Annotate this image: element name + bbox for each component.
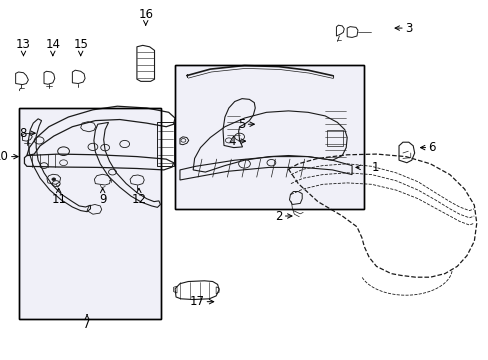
Text: 15: 15 (73, 39, 88, 51)
Text: 5: 5 (238, 118, 245, 131)
Text: 12: 12 (131, 193, 146, 206)
Circle shape (52, 178, 56, 181)
Text: 1: 1 (371, 161, 378, 174)
Bar (174, 65, 364, 209)
Text: 10: 10 (0, 150, 9, 163)
Bar (19, 108, 161, 319)
Bar (19, 108, 161, 319)
Text: 2: 2 (275, 210, 282, 222)
Text: 4: 4 (228, 135, 236, 148)
Text: 16: 16 (138, 8, 153, 21)
Text: 3: 3 (404, 22, 411, 35)
Text: 9: 9 (99, 193, 106, 206)
Text: 6: 6 (427, 141, 435, 154)
Text: 13: 13 (16, 39, 31, 51)
Text: 14: 14 (45, 39, 60, 51)
Bar (174, 65, 364, 209)
Text: 11: 11 (51, 193, 66, 206)
Text: 17: 17 (189, 295, 204, 308)
Text: 8: 8 (20, 127, 27, 140)
Text: 7: 7 (83, 318, 91, 330)
